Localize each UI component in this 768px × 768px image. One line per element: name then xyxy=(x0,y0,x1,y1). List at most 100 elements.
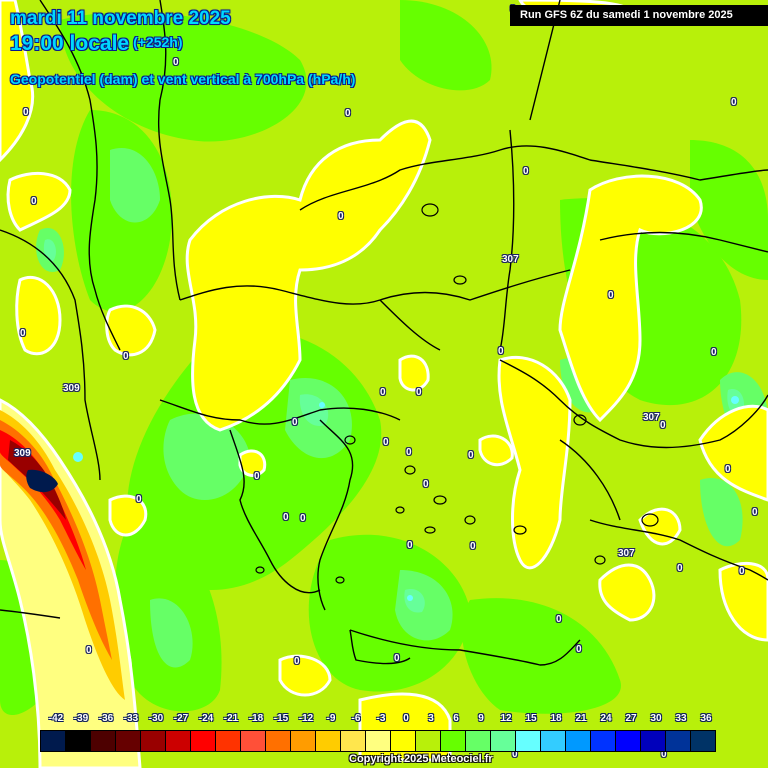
colorbar-swatch xyxy=(541,731,566,751)
colorbar-tick-label: 18 xyxy=(550,713,562,724)
forecast-local-time: 19:00 locale xyxy=(10,32,130,55)
colorbar-tick-label: -12 xyxy=(298,713,314,724)
colorbar-tick-label: -15 xyxy=(273,713,289,724)
vertical-velocity-contour-label: 0 xyxy=(394,653,400,664)
vertical-velocity-contour-label: 0 xyxy=(20,328,26,339)
geopotential-contour-label: 309 xyxy=(63,383,80,394)
colorbar-swatch xyxy=(116,731,141,751)
colorbar-labels: -42 -39 -36 -33 -30 -27 -24 -21 -18 -15 -12 -9 -6 -3 0… xyxy=(0,713,768,727)
vertical-velocity-contour-label: 0 xyxy=(752,507,758,518)
copyright: Copyright 2025 Meteociel.fr xyxy=(349,753,493,765)
colorbar-swatch xyxy=(316,731,341,751)
vertical-velocity-contour-label: 0 xyxy=(254,471,260,482)
vertical-velocity-contour-label: 0 xyxy=(711,347,717,358)
vertical-velocity-contour-label: 0 xyxy=(725,464,731,475)
vertical-velocity-contour-label: 0 xyxy=(136,494,142,505)
vertical-velocity-contour-label: 0 xyxy=(292,417,298,428)
colorbar-tick-label: -39 xyxy=(73,713,89,724)
colorbar-tick-label: 33 xyxy=(675,713,687,724)
colorbar-swatch xyxy=(41,731,66,751)
geopotential-contour-label: 307 xyxy=(502,254,519,265)
colorbar-tick-label: -24 xyxy=(198,713,214,724)
vertical-velocity-contour-label: 0 xyxy=(677,563,683,574)
colorbar-swatch xyxy=(566,731,591,751)
colorbar-swatch xyxy=(441,731,466,751)
colorbar-tick-label: -6 xyxy=(351,713,361,724)
colorbar-swatch xyxy=(266,731,291,751)
colorbar-swatch xyxy=(366,731,391,751)
geopotential-contour-label: 309 xyxy=(14,448,31,459)
vertical-velocity-contour-label: 0 xyxy=(31,196,37,207)
vertical-velocity-contour-label: 0 xyxy=(407,540,413,551)
forecast-time: 19:00 locale (+252h) xyxy=(10,32,183,56)
colorbar-swatch xyxy=(91,731,116,751)
colorbar-swatch xyxy=(241,731,266,751)
colorbar-swatch xyxy=(291,731,316,751)
colorbar-tick-label: -30 xyxy=(148,713,164,724)
vertical-velocity-contour-label: 0 xyxy=(523,166,529,177)
vertical-velocity-contour-label: 0 xyxy=(294,656,300,667)
colorbar-tick-label: 6 xyxy=(453,713,459,724)
colorbar-swatch xyxy=(616,731,641,751)
vertical-velocity-contour-label: 0 xyxy=(380,387,386,398)
colorbar-tick-label: 27 xyxy=(625,713,637,724)
colorbar-tick-label: -21 xyxy=(223,713,239,724)
forecast-lead-time: (+252h) xyxy=(133,34,183,50)
parameter-title: Geopotentiel (dam) et vent vertical à 70… xyxy=(10,71,356,87)
colorbar xyxy=(40,730,716,752)
vertical-velocity-contour-label: 0 xyxy=(660,420,666,431)
colorbar-tick-label: -33 xyxy=(123,713,139,724)
colorbar-swatch xyxy=(466,731,491,751)
colorbar-tick-label: 21 xyxy=(575,713,587,724)
colorbar-tick-label: 36 xyxy=(700,713,712,724)
colorbar-tick-label: -42 xyxy=(48,713,64,724)
colorbar-swatch xyxy=(391,731,416,751)
colorbar-swatch xyxy=(166,731,191,751)
colorbar-swatch xyxy=(691,731,715,751)
geopotential-contour-label: 307 xyxy=(643,412,660,423)
colorbar-swatch xyxy=(191,731,216,751)
vertical-velocity-contour-label: 0 xyxy=(416,387,422,398)
vertical-velocity-contour-label: 0 xyxy=(512,749,518,760)
vertical-velocity-contour-label: 0 xyxy=(739,566,745,577)
colorbar-swatch xyxy=(341,731,366,751)
vertical-velocity-contour-label: 0 xyxy=(300,513,306,524)
vertical-velocity-contour-label: 0 xyxy=(423,479,429,490)
forecast-date: mardi 11 novembre 2025 xyxy=(10,8,231,29)
colorbar-tick-label: -3 xyxy=(376,713,386,724)
colorbar-swatch xyxy=(416,731,441,751)
colorbar-swatch xyxy=(591,731,616,751)
vertical-velocity-contour-label: 0 xyxy=(468,450,474,461)
geopotential-contour-label: 307 xyxy=(618,548,635,559)
colorbar-tick-label: 30 xyxy=(650,713,662,724)
colorbar-swatch xyxy=(66,731,91,751)
vertical-velocity-contour-label: 0 xyxy=(608,290,614,301)
colorbar-tick-label: -36 xyxy=(98,713,114,724)
vertical-velocity-contour-label: 0 xyxy=(123,351,129,362)
vertical-velocity-contour-label: 0 xyxy=(470,541,476,552)
vertical-velocity-contour-label: 0 xyxy=(345,108,351,119)
colorbar-tick-label: 0 xyxy=(403,713,409,724)
colorbar-tick-label: -27 xyxy=(173,713,189,724)
vertical-velocity-contour-label: 0 xyxy=(576,644,582,655)
vertical-velocity-contour-label: 0 xyxy=(383,437,389,448)
vertical-velocity-contour-label: 0 xyxy=(661,749,667,760)
model-run-info: Run GFS 6Z du samedi 1 novembre 2025 xyxy=(510,5,768,26)
vertical-velocity-contour-label: 0 xyxy=(173,57,179,68)
colorbar-swatch xyxy=(641,731,666,751)
colorbar-tick-label: 9 xyxy=(478,713,484,724)
colorbar-swatch xyxy=(216,731,241,751)
vertical-velocity-contour-label: 0 xyxy=(406,447,412,458)
colorbar-swatch xyxy=(491,731,516,751)
colorbar-tick-label: 15 xyxy=(525,713,537,724)
vertical-velocity-contour-label: 0 xyxy=(731,97,737,108)
colorbar-swatch xyxy=(666,731,691,751)
colorbar-tick-label: 3 xyxy=(428,713,434,724)
colorbar-tick-label: 12 xyxy=(500,713,512,724)
vertical-velocity-contour-label: 0 xyxy=(556,614,562,625)
vertical-velocity-contour-label: 0 xyxy=(338,211,344,222)
vertical-velocity-contour-label: 0 xyxy=(86,645,92,656)
vertical-velocity-contour-label: 0 xyxy=(283,512,289,523)
